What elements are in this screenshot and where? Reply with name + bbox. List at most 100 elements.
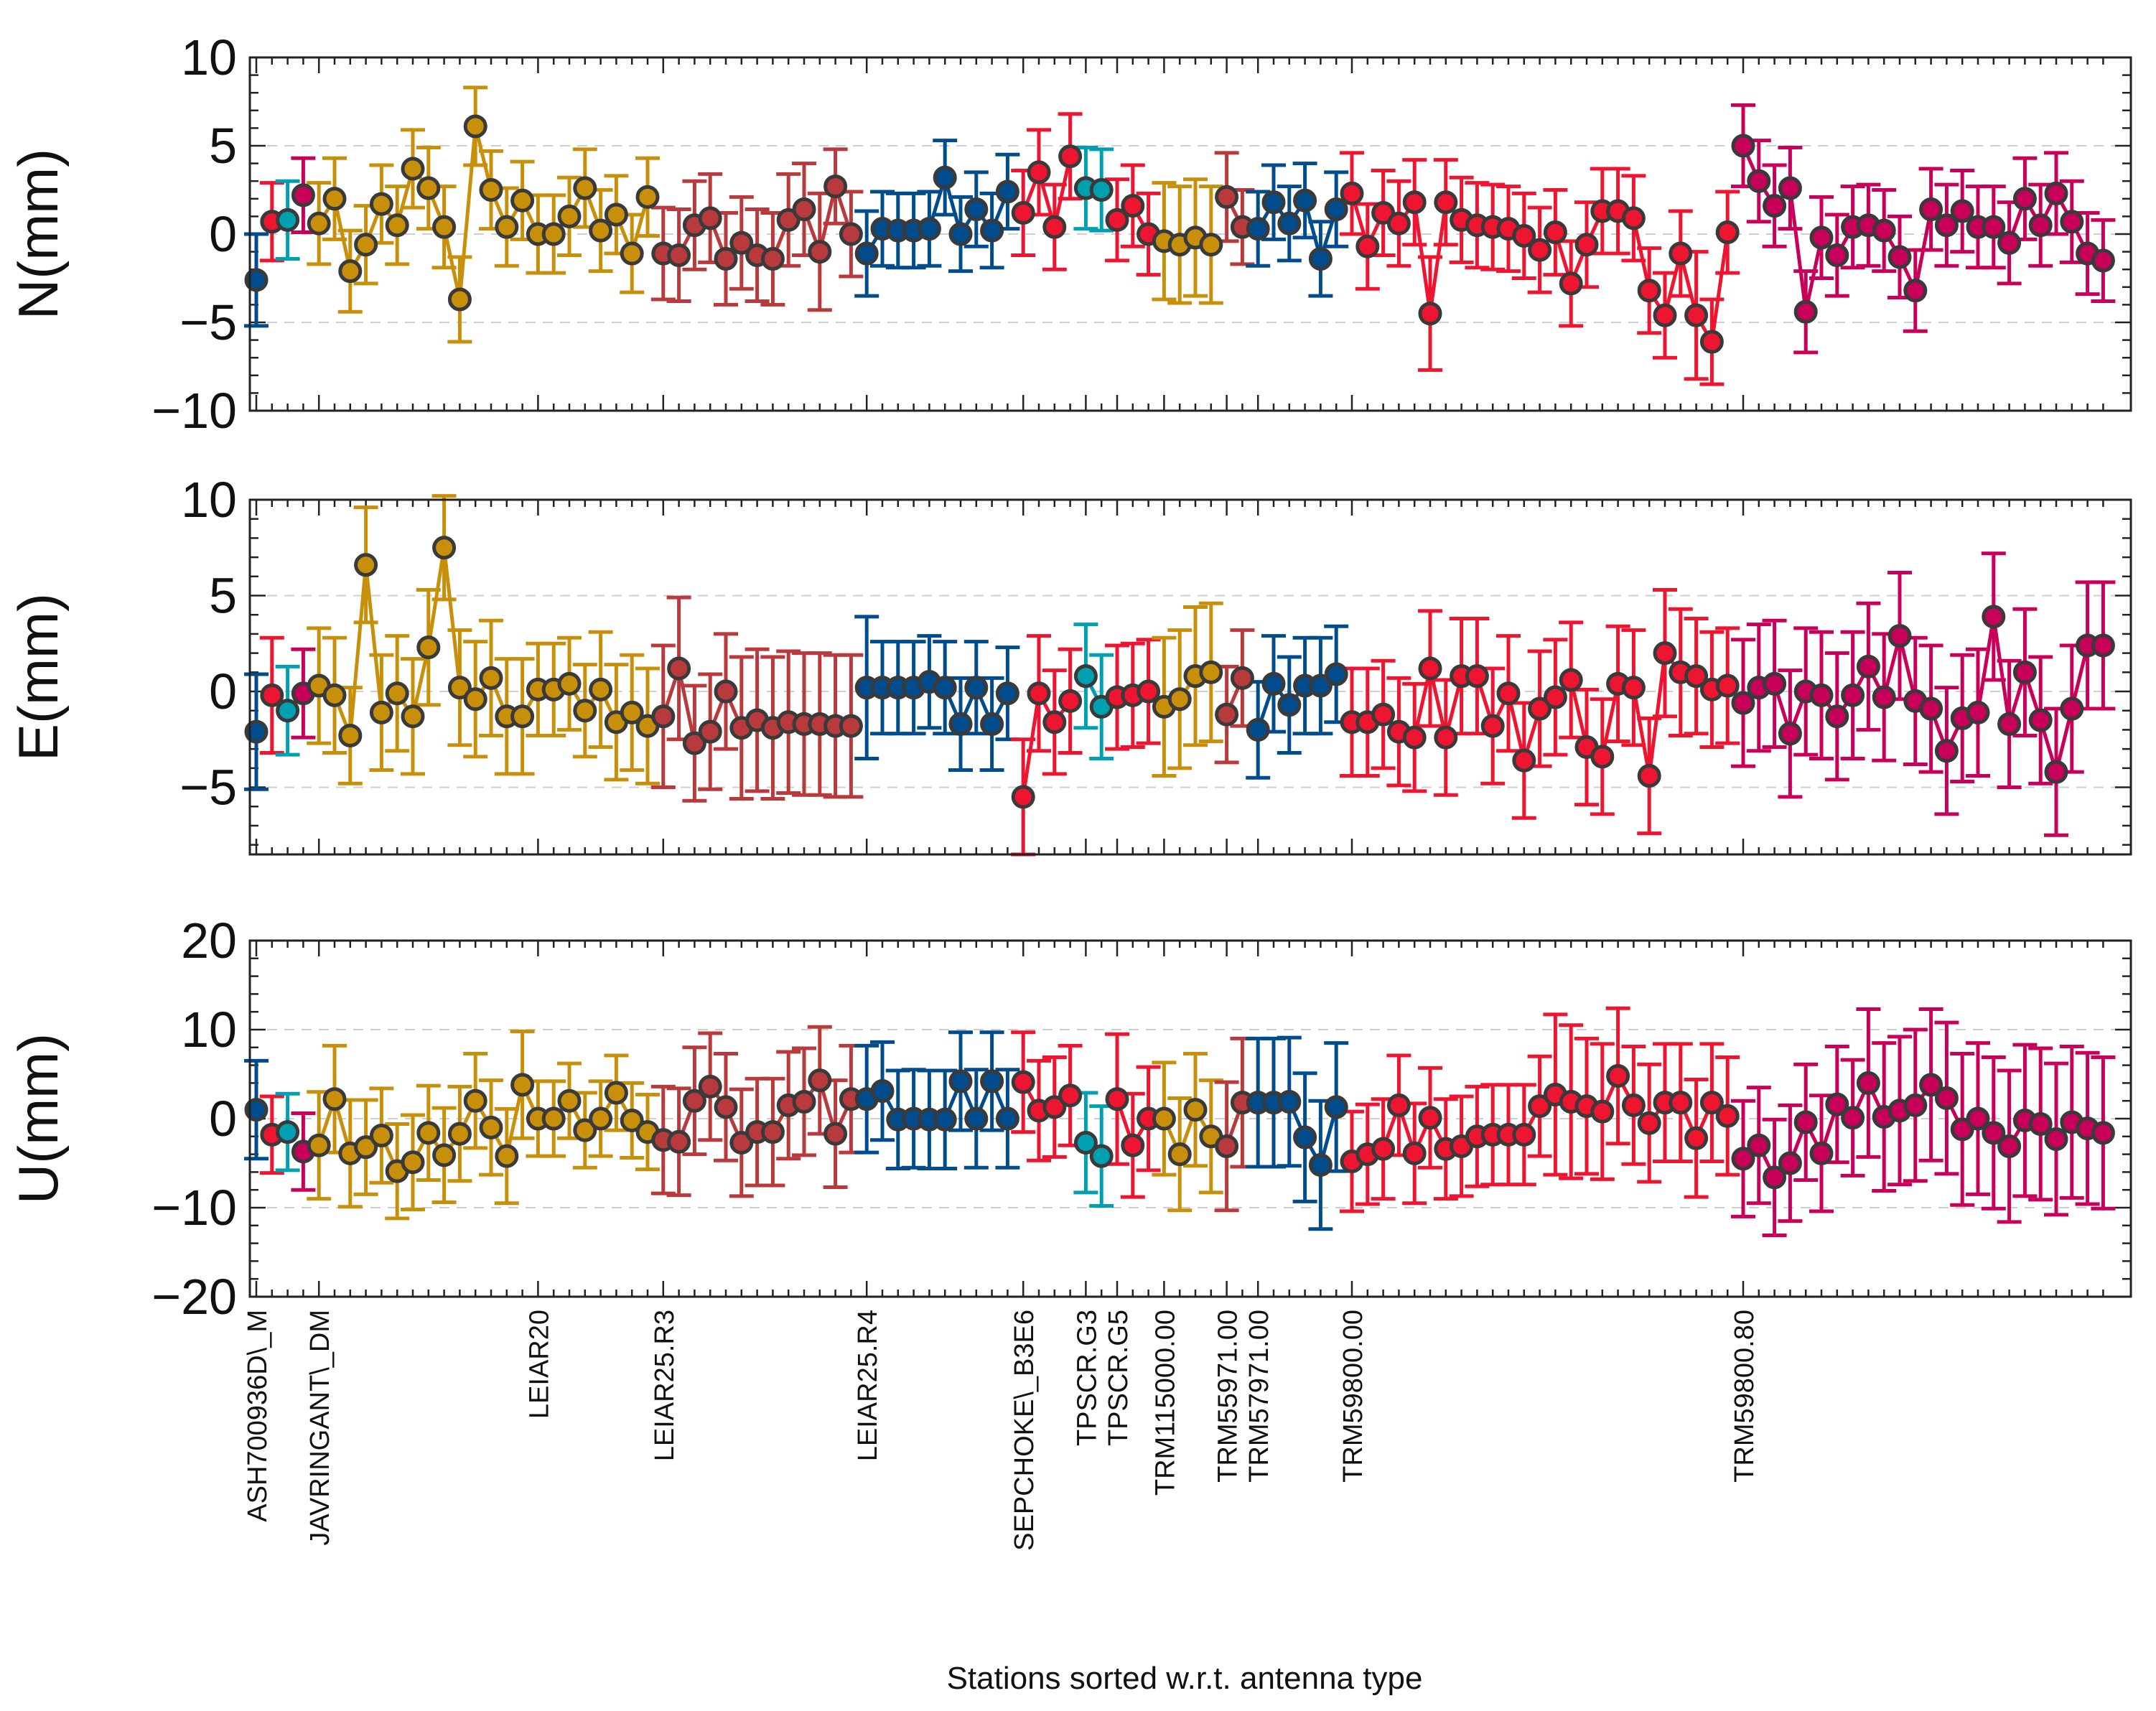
series-line xyxy=(442,547,462,688)
data-point xyxy=(1105,1087,1129,1111)
data-point xyxy=(1027,681,1051,706)
data-point xyxy=(573,699,597,723)
data-point xyxy=(729,230,754,255)
data-point xyxy=(463,687,487,712)
data-point xyxy=(322,187,347,211)
data-point xyxy=(1841,683,1865,707)
data-point xyxy=(1277,211,1302,236)
data-point xyxy=(2060,696,2084,721)
data-point xyxy=(2044,760,2068,784)
data-point xyxy=(2044,181,2068,205)
data-point xyxy=(447,287,472,312)
data-point xyxy=(1402,1141,1427,1165)
data-point xyxy=(1919,197,1943,222)
data-point xyxy=(651,704,676,729)
data-point xyxy=(1950,1117,1974,1142)
y-tick-label: 5 xyxy=(209,118,237,174)
data-point xyxy=(1215,185,1239,209)
data-point xyxy=(933,676,957,700)
data-point xyxy=(1747,1133,1771,1157)
data-point xyxy=(1793,1110,1818,1134)
antenna-type-labels: ASH700936D\_M JAVRINGANT\_DM LEIAR20 LEIAR2… xyxy=(243,1310,1760,1551)
data-point xyxy=(510,1073,535,1097)
data-point xyxy=(1699,1091,1724,1115)
data-point xyxy=(2091,633,2115,658)
data-point xyxy=(1637,279,1661,303)
data-point xyxy=(1950,199,1974,223)
data-point xyxy=(1763,1165,1787,1190)
y-tick-label: −10 xyxy=(151,383,237,439)
data-point xyxy=(1934,213,1959,238)
y-tick-label: 5 xyxy=(209,568,237,624)
data-point xyxy=(369,192,393,216)
data-point xyxy=(933,1107,957,1132)
data-point xyxy=(1778,722,1802,746)
data-point xyxy=(447,676,472,700)
data-point xyxy=(1089,178,1114,202)
data-point xyxy=(1058,1083,1083,1108)
data-point xyxy=(1997,1134,2022,1158)
data-point xyxy=(635,185,660,209)
data-point xyxy=(698,719,722,744)
data-point xyxy=(604,1081,628,1105)
series-line xyxy=(677,668,696,744)
data-point xyxy=(1997,712,2022,736)
data-point xyxy=(1324,1095,1348,1119)
y-tick-label: 20 xyxy=(181,913,237,969)
data-point xyxy=(964,197,989,222)
data-point xyxy=(1919,696,1943,721)
data-point xyxy=(1621,676,1646,700)
data-point xyxy=(1011,200,1035,225)
data-point xyxy=(667,243,691,268)
series-line xyxy=(1600,683,1620,757)
data-point xyxy=(1027,160,1051,185)
plot-frame xyxy=(248,939,2132,1298)
data-point xyxy=(870,1079,895,1104)
data-point xyxy=(2091,1121,2115,1145)
data-point xyxy=(416,1121,441,1145)
data-point xyxy=(620,1108,644,1132)
data-point xyxy=(1903,1093,1928,1117)
series-line xyxy=(1803,237,1824,312)
series-line xyxy=(1631,687,1651,776)
data-point xyxy=(1011,1070,1035,1094)
data-point xyxy=(667,656,691,681)
series-line xyxy=(1647,653,1667,776)
data-point xyxy=(1621,1093,1646,1117)
data-point xyxy=(2012,187,2037,211)
data-point xyxy=(1919,1073,1943,1097)
data-point xyxy=(1763,194,1787,218)
data-point xyxy=(854,241,879,266)
data-point xyxy=(276,699,300,723)
data-point xyxy=(792,1089,816,1114)
data-point xyxy=(1230,666,1254,690)
data-point xyxy=(1528,1094,1552,1119)
series-line xyxy=(1021,693,1041,798)
data-point xyxy=(1590,745,1615,769)
data-point xyxy=(495,1144,519,1168)
series-line xyxy=(1976,616,1996,713)
data-point xyxy=(1934,1086,1959,1110)
data-point xyxy=(510,704,535,729)
data-point xyxy=(1669,241,1693,266)
data-point xyxy=(714,1095,738,1119)
data-point xyxy=(980,218,1004,243)
data-point xyxy=(1731,691,1755,715)
data-point xyxy=(307,211,331,236)
data-point xyxy=(1418,656,1442,681)
data-point xyxy=(948,1069,973,1094)
data-point xyxy=(354,233,378,257)
y-tick-label: −20 xyxy=(151,1269,237,1325)
data-point xyxy=(1574,233,1599,257)
data-point xyxy=(1418,1106,1442,1130)
series-line xyxy=(1631,218,1651,292)
data-point xyxy=(1137,679,1161,704)
data-point xyxy=(760,246,785,271)
data-point xyxy=(917,217,941,241)
data-point xyxy=(1699,330,1724,354)
data-point xyxy=(620,241,644,266)
data-point xyxy=(1903,279,1928,303)
data-point xyxy=(948,712,973,736)
data-point xyxy=(510,188,535,213)
